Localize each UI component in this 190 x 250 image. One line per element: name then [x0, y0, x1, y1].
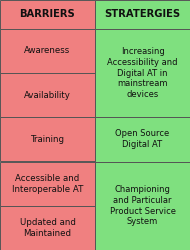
Text: Open Source
Digital AT: Open Source Digital AT	[115, 130, 170, 149]
FancyBboxPatch shape	[0, 0, 95, 29]
Text: Accessible and
Interoperable AT: Accessible and Interoperable AT	[12, 174, 83, 194]
Text: Increasing
Accessibility and
Digital AT in
mainstream
devices: Increasing Accessibility and Digital AT …	[107, 47, 178, 99]
Text: BARRIERS: BARRIERS	[20, 9, 75, 20]
FancyBboxPatch shape	[95, 117, 190, 162]
FancyBboxPatch shape	[0, 73, 95, 117]
FancyBboxPatch shape	[0, 162, 95, 206]
Text: Updated and
Maintained: Updated and Maintained	[20, 218, 75, 238]
FancyBboxPatch shape	[95, 29, 190, 117]
Text: Availability: Availability	[24, 90, 71, 100]
Text: Awareness: Awareness	[24, 46, 71, 56]
FancyBboxPatch shape	[0, 206, 95, 250]
Text: STRATERGIES: STRATERGIES	[105, 9, 180, 20]
FancyBboxPatch shape	[95, 162, 190, 250]
FancyBboxPatch shape	[95, 0, 190, 29]
Text: Championing
and Particular
Product Service
System: Championing and Particular Product Servi…	[109, 185, 176, 226]
FancyBboxPatch shape	[0, 117, 95, 162]
Text: Training: Training	[31, 135, 64, 144]
FancyBboxPatch shape	[0, 29, 95, 73]
